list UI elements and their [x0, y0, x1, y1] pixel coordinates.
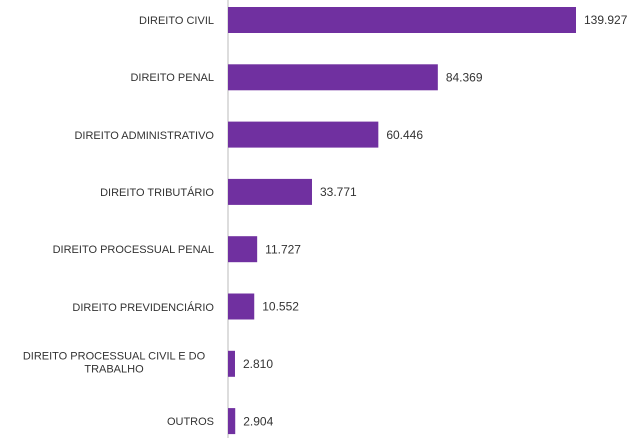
- bar: [228, 121, 379, 148]
- value-label: 139.927: [584, 13, 628, 27]
- value-label: 84.369: [446, 70, 483, 84]
- bar: [228, 64, 438, 91]
- category-label-box: DIREITO PREVIDENCIÁRIO: [4, 298, 214, 316]
- value-label: 10.552: [262, 300, 299, 314]
- category-label: OUTROS: [166, 416, 214, 429]
- value-label: 2.904: [243, 414, 273, 428]
- bar: [228, 7, 576, 33]
- category-label: DIREITO ADMINISTRATIVO: [74, 129, 214, 142]
- value-label: 33.771: [320, 185, 357, 199]
- category-label: DIREITO PENAL: [130, 72, 214, 85]
- category-label-box: DIREITO ADMINISTRATIVO: [4, 126, 214, 144]
- category-label-box: DIREITO PROCESSUAL CIVIL E DO TRABALHO: [4, 350, 214, 377]
- category-label: DIREITO PREVIDENCIÁRIO: [72, 301, 214, 314]
- bar: [228, 408, 236, 435]
- value-label: 2.810: [243, 357, 273, 371]
- category-label-box: DIREITO CIVIL: [4, 11, 214, 29]
- category-label-box: OUTROS: [4, 412, 214, 430]
- category-label: DIREITO PROCESSUAL CIVIL E DO TRABALHO: [22, 350, 206, 376]
- category-label-box: DIREITO TRIBUTÁRIO: [4, 183, 214, 201]
- bar: [228, 350, 235, 377]
- category-label: DIREITO CIVIL: [139, 15, 214, 27]
- bar: [228, 293, 255, 320]
- bar: [228, 178, 312, 205]
- value-label: 11.727: [265, 242, 301, 256]
- category-label-box: DIREITO PENAL: [4, 68, 214, 86]
- value-label: 60.446: [386, 128, 423, 142]
- category-label-box: DIREITO PROCESSUAL PENAL: [4, 240, 214, 258]
- category-label: DIREITO TRIBUTÁRIO: [100, 186, 214, 199]
- category-label: DIREITO PROCESSUAL PENAL: [52, 244, 214, 257]
- bar: [228, 236, 258, 263]
